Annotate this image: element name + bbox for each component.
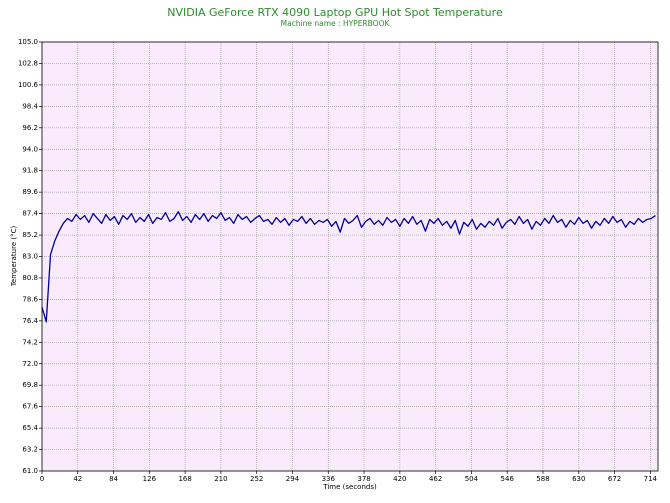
y-tick-label: 67.6 — [22, 403, 38, 411]
x-tick-label: 210 — [214, 475, 227, 483]
x-tick-label: 420 — [393, 475, 406, 483]
x-tick-label: 378 — [357, 475, 370, 483]
y-tick-label: 61.0 — [22, 467, 38, 475]
x-tick-label: 588 — [536, 475, 549, 483]
y-tick-label: 63.2 — [22, 446, 38, 454]
y-tick-label: 85.2 — [22, 231, 38, 239]
y-tick-label: 105.0 — [18, 38, 38, 46]
y-tick-label: 87.4 — [22, 210, 38, 218]
x-tick-label: 630 — [572, 475, 585, 483]
x-tick-label: 336 — [322, 475, 336, 483]
y-tick-label: 102.8 — [18, 59, 38, 67]
x-tick-label: 42 — [73, 475, 82, 483]
data-line — [41, 211, 656, 323]
x-tick-label: 546 — [501, 475, 515, 483]
y-tick-label: 89.6 — [22, 188, 38, 196]
y-tick-label: 65.4 — [22, 424, 38, 432]
chart-subtitle: Machine name : HYPERBOOK — [281, 19, 391, 28]
x-tick-label: 0 — [40, 475, 44, 483]
y-tick-label: 74.2 — [22, 338, 38, 346]
x-tick-label: 504 — [465, 475, 479, 483]
y-tick-label: 94.0 — [22, 145, 38, 153]
chart-title: NVIDIA GeForce RTX 4090 Laptop GPU Hot S… — [167, 6, 503, 19]
plot-border — [41, 41, 659, 472]
x-tick-label: 294 — [286, 475, 300, 483]
x-tick-label: 168 — [178, 475, 191, 483]
x-tick-label: 252 — [250, 475, 263, 483]
x-tick-label: 462 — [429, 475, 442, 483]
y-tick-label: 80.8 — [22, 274, 38, 282]
x-axis-label: Time (seconds) — [322, 483, 377, 491]
y-tick-label: 98.4 — [22, 102, 38, 110]
y-tick-label: 76.4 — [22, 317, 38, 325]
y-tick-label: 91.8 — [22, 167, 38, 175]
y-tick-label: 83.0 — [22, 253, 38, 261]
y-axis-label: Temperature (°C) — [10, 226, 18, 288]
y-tick-label: 78.6 — [22, 295, 38, 303]
x-tick-label: 126 — [143, 475, 157, 483]
y-tick-label: 96.2 — [22, 124, 38, 132]
y-tick-label: 69.8 — [22, 381, 38, 389]
x-tick-label: 672 — [608, 475, 621, 483]
x-tick-label: 714 — [644, 475, 658, 483]
x-tick-label: 84 — [109, 475, 118, 483]
y-tick-label: 100.6 — [18, 81, 39, 89]
y-tick-label: 72.0 — [22, 360, 38, 368]
